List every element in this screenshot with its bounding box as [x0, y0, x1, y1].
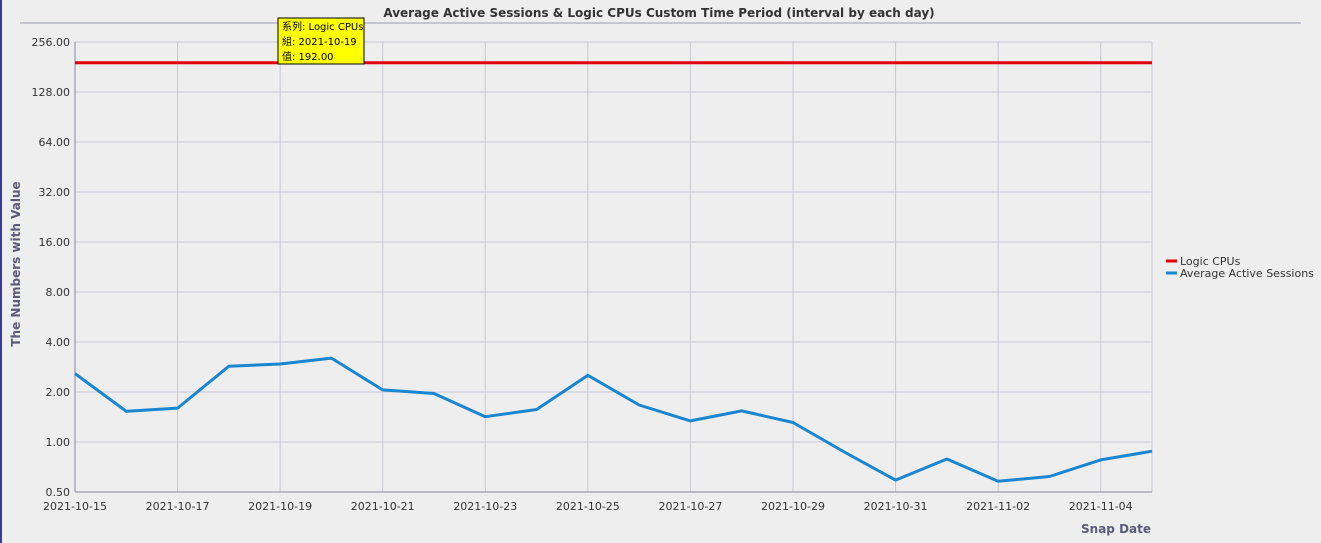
- x-tick-label: 2021-10-21: [351, 500, 415, 513]
- x-tick-label: 2021-10-29: [761, 500, 825, 513]
- x-tick-label: 2021-11-02: [966, 500, 1030, 513]
- tooltip-box: [277, 17, 365, 65]
- tooltip-series: 系列: Logic CPUs: [282, 20, 363, 33]
- x-tick-label: 2021-10-23: [453, 500, 517, 513]
- y-tick-label: 1.00: [46, 436, 71, 449]
- axes: [74, 42, 1152, 493]
- legend-label-logic-cpus: Logic CPUs: [1180, 255, 1241, 268]
- x-tick-label: 2021-10-19: [248, 500, 312, 513]
- grid: [74, 41, 1153, 493]
- x-tick-label: 2021-10-17: [146, 500, 210, 513]
- tooltip-group: 組: 2021-10-19: [282, 35, 357, 48]
- y-tick-label: 2.00: [46, 386, 71, 399]
- y-axis-ticks: 0.50 1.00 2.00 4.00 8.00 16.00 32.00 64.00 128.0…: [32, 36, 71, 499]
- x-axis-title: Snap Date: [1081, 522, 1151, 536]
- chart-title: Average Active Sessions & Logic CPUs Cus…: [383, 6, 934, 20]
- left-border: [0, 0, 2, 543]
- x-axis-ticks: 2021-10-15 2021-10-17 2021-10-19 2021-10-21…: [43, 500, 1133, 513]
- series: [74, 61, 1153, 483]
- x-tick-label: 2021-10-25: [556, 500, 620, 513]
- x-tick-label: 2021-10-31: [864, 500, 928, 513]
- x-tick-label: 2021-10-15: [43, 500, 107, 513]
- y-tick-label: 64.00: [39, 136, 71, 149]
- y-tick-label: 256.00: [32, 36, 71, 49]
- y-axis-title: The Numbers with Value: [9, 181, 23, 346]
- tooltip: 系列: Logic CPUs 組: 2021-10-19 值: 192.00: [277, 17, 365, 65]
- x-tick-label: 2021-10-27: [658, 500, 722, 513]
- legend-label-average-active-sessions: Average Active Sessions: [1180, 267, 1314, 280]
- y-tick-label: 16.00: [39, 236, 71, 249]
- y-tick-label: 4.00: [46, 336, 71, 349]
- y-tick-label: 32.00: [39, 186, 71, 199]
- y-tick-label: 0.50: [46, 486, 71, 499]
- series-line-average-active-sessions: [74, 356, 1153, 483]
- tooltip-value: 值: 192.00: [282, 50, 334, 63]
- y-tick-label: 128.00: [32, 86, 71, 99]
- x-tick-label: 2021-11-04: [1069, 500, 1133, 513]
- y-tick-label: 8.00: [46, 286, 71, 299]
